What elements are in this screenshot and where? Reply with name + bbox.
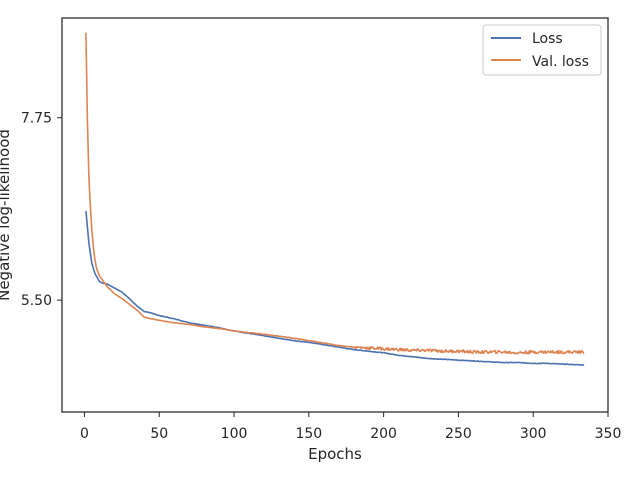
x-tick-label: 0 [80,426,89,442]
series-line-loss [85,210,585,366]
x-tick-label: 350 [595,426,622,442]
x-tick-label: 300 [520,426,547,442]
legend-label-val-loss: Val. loss [532,54,589,70]
y-axis-label: Negative log-likelihood [0,129,13,301]
x-tick-label: 250 [445,426,472,442]
series-line-val-loss [85,32,585,355]
plot-frame [61,17,609,413]
legend: Loss Val. loss [482,24,602,76]
x-tick-label: 50 [150,426,168,442]
series-layer [85,32,585,366]
x-axis-label: Epochs [308,445,362,463]
x-tick-label: 150 [295,426,322,442]
y-axis-ticks: 5.50 7.75 [21,111,62,309]
legend-label-loss: Loss [532,31,563,47]
y-tick-label: 7.75 [21,111,52,127]
x-axis-ticks: 0 50 100 150 200 250 300 350 [80,412,621,442]
x-tick-label: 100 [221,426,248,442]
y-tick-label: 5.50 [21,293,52,309]
x-tick-label: 200 [370,426,397,442]
